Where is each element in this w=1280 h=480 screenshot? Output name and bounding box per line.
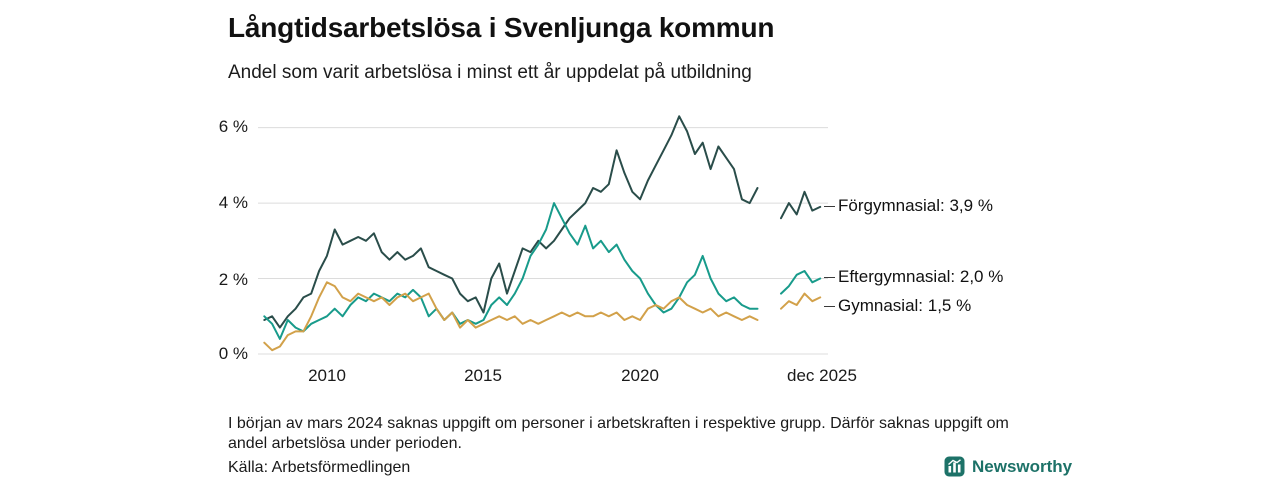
x-axis-tick-2020: 2020: [621, 366, 659, 385]
series-label-eftergymnasial: Eftergymnasial: 2,0 %: [824, 267, 1003, 287]
label-connector-line: [824, 276, 835, 278]
newsworthy-logo-text: Newsworthy: [972, 456, 1073, 476]
series-label-text: Eftergymnasial: 2,0 %: [838, 267, 1004, 286]
y-axis-tick-2: 2 %: [218, 270, 248, 289]
y-axis-tick-4: 4 %: [218, 193, 248, 212]
series-label-forgymnasial: Förgymnasial: 3,9 %: [824, 196, 993, 216]
label-connector-line: [824, 305, 835, 307]
newsworthy-logo-icon: [944, 456, 965, 477]
chart-title: Långtidsarbetslösa i Svenljunga kommun: [228, 12, 775, 43]
series-line-gymnasial: [263, 281, 822, 352]
newsworthy-logo: Newsworthy: [944, 456, 1072, 477]
chart-subtitle: Andel som varit arbetslösa i minst ett å…: [228, 62, 752, 83]
series-label-text: Förgymnasial: 3,9 %: [838, 196, 993, 215]
label-connector-line: [824, 205, 835, 207]
chart-footnote: I början av mars 2024 saknas uppgift om …: [228, 415, 1009, 453]
series-label-text: Gymnasial: 1,5 %: [838, 296, 972, 315]
series-line-förgymnasial: [263, 115, 822, 329]
y-axis-tick-0: 0 %: [218, 344, 248, 363]
x-axis-tick-2015: 2015: [464, 366, 502, 385]
series-label-gymnasial: Gymnasial: 1,5 %: [824, 296, 971, 316]
line-chart-plot: [258, 115, 828, 355]
x-axis-tick-dec-2025: dec 2025: [787, 366, 857, 385]
chart-source: Källa: Arbetsförmedlingen: [228, 459, 411, 476]
x-axis-tick-2010: 2010: [308, 366, 346, 385]
y-axis-tick-6: 6 %: [218, 117, 248, 136]
series-line-eftergymnasial: [263, 202, 822, 340]
